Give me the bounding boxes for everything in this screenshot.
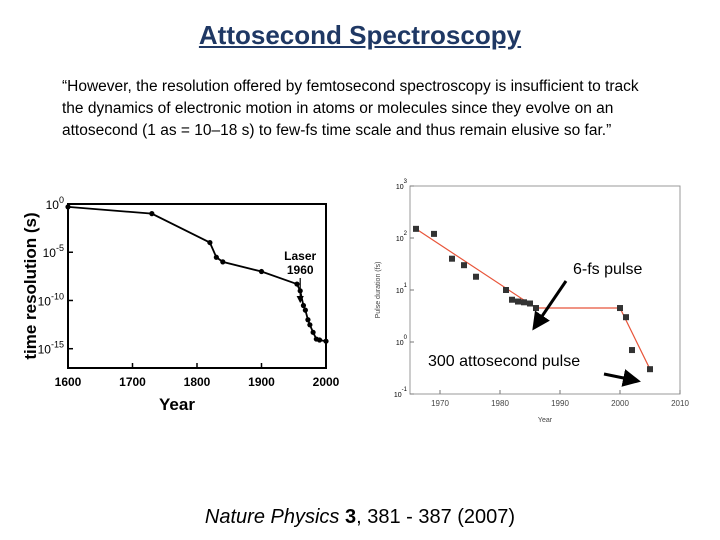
x-tick-label: 1990 — [551, 399, 569, 408]
x-tick-label: 1980 — [491, 399, 509, 408]
data-point — [207, 239, 213, 246]
y-tick-label: 102 — [396, 231, 408, 243]
citation-volume: 3 — [344, 506, 357, 528]
data-point — [149, 211, 155, 217]
y-tick-label: 101 — [396, 283, 408, 295]
x-tick-label: 2000 — [611, 399, 629, 408]
six-fs-callout: 6-fs pulse — [571, 261, 645, 279]
data-point — [629, 347, 635, 354]
attosecond-arrow — [603, 369, 641, 387]
six-fs-arrow — [532, 280, 568, 331]
data-point — [533, 305, 539, 312]
data-point — [461, 262, 467, 269]
data-point — [617, 305, 623, 312]
data-point — [310, 329, 316, 335]
annotation-label: Laser — [284, 249, 316, 263]
x-axis-label: Year — [538, 417, 553, 424]
annotation-year: 1960 — [287, 263, 314, 277]
data-point — [623, 314, 629, 321]
x-tick-label: 1600 — [55, 375, 82, 389]
page-title: Attosecond Spectroscopy — [198, 20, 522, 50]
data-point — [302, 307, 308, 313]
y-axis-label: Pulse duration (fs) — [375, 262, 382, 319]
data-point — [521, 299, 527, 306]
data-point — [213, 254, 219, 260]
data-point — [515, 298, 521, 305]
citation: Nature Physics 3, 381 - 387 (2007) — [0, 506, 720, 529]
x-tick-label: 1900 — [248, 375, 275, 389]
data-point — [431, 230, 437, 237]
data-point — [473, 273, 479, 280]
data-point — [300, 302, 307, 309]
trend-line — [415, 228, 651, 370]
data-point — [65, 204, 71, 210]
quote-text: “However, the resolution offered by femt… — [62, 78, 639, 139]
data-point — [294, 281, 300, 287]
pulse-duration-chart: 1970 1980 1990 2000 2010 103 102 101 100 10-1 Year… — [375, 179, 689, 424]
data-point — [413, 225, 419, 232]
y-tick-label: 100 — [46, 195, 64, 212]
x-tick-label: 2000 — [313, 375, 340, 389]
data-point — [527, 300, 533, 307]
data-point — [509, 296, 515, 303]
x-tick-label: 1970 — [431, 399, 449, 408]
data-point — [449, 255, 455, 262]
y-tick-label: 10-15 — [38, 340, 64, 357]
y-tick-label: 10-5 — [43, 243, 64, 260]
citation-pages: , 381 - 387 (2007) — [356, 506, 516, 528]
y-tick-label: 103 — [396, 179, 408, 191]
data-point — [307, 322, 313, 328]
y-tick-label: 10-10 — [38, 291, 64, 308]
y-axis-label: time resolution (s) — [21, 212, 40, 359]
data-point — [647, 366, 653, 373]
data-point — [220, 259, 226, 265]
data-point — [258, 268, 265, 275]
data-point — [503, 287, 509, 293]
time-resolution-chart: 1600 1700 1800 1900 2000 100 10-5 10-10 10-15 Yea… — [21, 195, 340, 414]
y-tick-label: 10-1 — [394, 387, 408, 399]
x-axis-label: Year — [159, 395, 195, 414]
y-tick-label: 100 — [396, 335, 408, 347]
x-tick-label: 1700 — [119, 375, 146, 389]
data-point — [305, 317, 311, 323]
x-tick-label: 2010 — [671, 399, 689, 408]
citation-journal: Nature Physics — [204, 506, 340, 528]
attosecond-callout: 300 attosecond pulse — [426, 353, 583, 371]
data-point — [323, 338, 329, 344]
x-tick-label: 1800 — [184, 375, 211, 389]
data-point — [316, 337, 323, 343]
